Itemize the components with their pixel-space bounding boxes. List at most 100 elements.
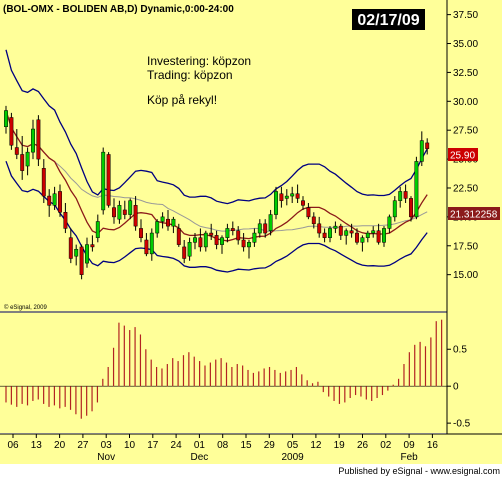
candle bbox=[247, 239, 251, 259]
oscillator-tick-label: 0.5 bbox=[453, 345, 467, 356]
candle bbox=[9, 112, 14, 150]
candle bbox=[36, 115, 41, 167]
candle bbox=[333, 221, 338, 234]
candle bbox=[187, 237, 192, 261]
candle-body bbox=[279, 193, 284, 201]
candle bbox=[52, 186, 57, 210]
candle-body bbox=[79, 246, 84, 275]
candle-body bbox=[63, 212, 68, 229]
candle bbox=[182, 239, 187, 264]
candle bbox=[317, 216, 322, 238]
candle-body bbox=[220, 237, 224, 245]
candle-body bbox=[403, 191, 408, 199]
candle-body bbox=[171, 218, 176, 227]
candle-body bbox=[95, 221, 100, 238]
price-tick-label: 27.50 bbox=[453, 126, 478, 137]
candle-body bbox=[360, 237, 365, 243]
candle-body bbox=[311, 216, 316, 225]
candle-body bbox=[106, 154, 111, 206]
ma-value-label: 21.312258 bbox=[450, 210, 498, 221]
candle bbox=[101, 147, 106, 215]
candle-body bbox=[133, 205, 138, 227]
candle-body bbox=[365, 232, 370, 238]
candle-body bbox=[101, 151, 106, 211]
candle bbox=[328, 226, 332, 243]
candle-body bbox=[122, 209, 127, 215]
candle-body bbox=[268, 214, 273, 231]
candle-body bbox=[425, 142, 430, 149]
candle bbox=[160, 212, 165, 229]
candle bbox=[301, 196, 305, 210]
candle bbox=[236, 226, 241, 245]
candle bbox=[284, 189, 289, 206]
oscillator-panel bbox=[0, 313, 447, 433]
x-axis-area bbox=[0, 434, 502, 464]
candle bbox=[360, 235, 365, 252]
last-price-box bbox=[448, 148, 478, 161]
footer-bar bbox=[318, 464, 502, 478]
candle bbox=[14, 129, 19, 160]
x-tick-label: 17 bbox=[147, 440, 159, 451]
x-tick-label: 02 bbox=[380, 440, 392, 451]
price-tick-label: 22.50 bbox=[453, 183, 478, 194]
candle bbox=[311, 212, 316, 229]
candle-body bbox=[355, 232, 359, 243]
candle-body bbox=[371, 230, 376, 234]
candle-body bbox=[247, 242, 251, 248]
candle bbox=[63, 203, 68, 234]
price-tick-label: 32.50 bbox=[453, 68, 478, 79]
candle bbox=[41, 159, 46, 204]
candle bbox=[376, 223, 381, 245]
candle-body bbox=[25, 151, 30, 167]
candle bbox=[31, 119, 35, 160]
candle-body bbox=[58, 191, 62, 213]
oscillator-tick-label: 0 bbox=[453, 382, 459, 393]
candle bbox=[74, 244, 79, 266]
candle-body bbox=[344, 230, 349, 236]
x-tick-label: 27 bbox=[77, 440, 89, 451]
candle-body bbox=[139, 228, 143, 238]
candle bbox=[338, 223, 343, 240]
candle-body bbox=[338, 225, 343, 236]
candle-body bbox=[14, 147, 19, 155]
candle bbox=[122, 200, 127, 220]
price-tick-label: 37.50 bbox=[453, 10, 478, 21]
price-tick-label: 35.00 bbox=[453, 39, 478, 50]
candle-body bbox=[198, 237, 203, 248]
candle bbox=[409, 196, 413, 222]
price-panel bbox=[0, 0, 447, 311]
x-tick-label: 24 bbox=[171, 440, 183, 451]
candle bbox=[139, 219, 143, 243]
candle-body bbox=[144, 239, 149, 255]
candle-body bbox=[419, 140, 424, 162]
candle bbox=[322, 228, 327, 243]
candle bbox=[171, 216, 176, 234]
candle bbox=[382, 226, 386, 247]
candle-body bbox=[306, 207, 311, 218]
candle-body bbox=[74, 248, 79, 257]
candle-body bbox=[166, 218, 170, 227]
candle-body bbox=[333, 225, 338, 229]
candle bbox=[279, 186, 284, 208]
candle bbox=[133, 196, 138, 231]
candle bbox=[295, 184, 300, 204]
candle-body bbox=[9, 117, 14, 146]
candle-body bbox=[387, 216, 392, 229]
candle-body bbox=[274, 191, 278, 215]
x-tick-label: 16 bbox=[427, 440, 439, 451]
candle bbox=[252, 228, 257, 247]
candle bbox=[117, 200, 122, 224]
candle-body bbox=[176, 228, 181, 245]
upper-band-line bbox=[5, 49, 428, 205]
candle-body bbox=[252, 232, 257, 243]
candle bbox=[425, 138, 430, 155]
oscillator-tick-label: -0.5 bbox=[453, 419, 471, 430]
candle-body bbox=[257, 223, 262, 234]
candle-body bbox=[398, 191, 403, 201]
candle bbox=[344, 228, 349, 245]
candle-body bbox=[236, 230, 241, 241]
candle-body bbox=[414, 161, 419, 218]
candle-body bbox=[382, 228, 386, 243]
